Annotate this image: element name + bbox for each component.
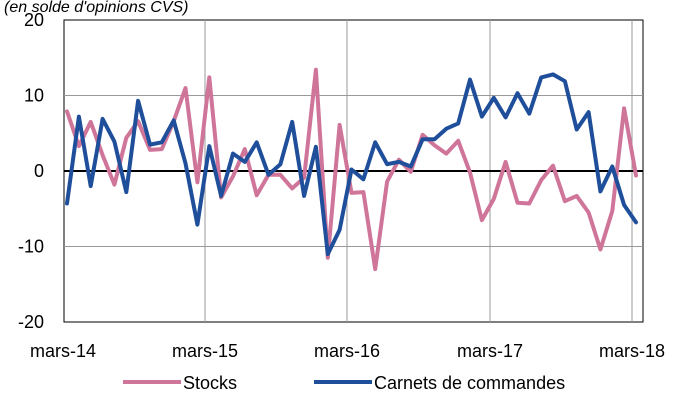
y-axis-ticks: 20 10 0 -10 -20 — [18, 10, 44, 332]
series-lines — [65, 67, 638, 272]
y-tick-label: 0 — [34, 161, 44, 181]
x-tick-label: mars-18 — [599, 341, 665, 361]
x-tick-label: mars-17 — [457, 341, 523, 361]
y-tick-label: 10 — [24, 86, 44, 106]
chart-subtitle: (en solde d'opinions CVS) — [4, 0, 189, 16]
legend: Stocks Carnets de commandes — [123, 373, 565, 393]
series-line-carnets-de-commandes — [65, 72, 638, 257]
legend-label: Carnets de commandes — [374, 373, 565, 393]
x-tick-label: mars-16 — [314, 341, 380, 361]
y-tick-label: 20 — [24, 10, 44, 30]
x-tick-label: mars-15 — [172, 341, 238, 361]
x-tick-label: mars-14 — [30, 341, 96, 361]
series-line-stocks — [65, 67, 638, 272]
legend-label: Stocks — [183, 373, 237, 393]
x-axis-ticks: mars-14 mars-15 mars-16 mars-17 mars-18 — [30, 341, 665, 361]
y-tick-label: -10 — [18, 237, 44, 257]
y-tick-label: -20 — [18, 312, 44, 332]
